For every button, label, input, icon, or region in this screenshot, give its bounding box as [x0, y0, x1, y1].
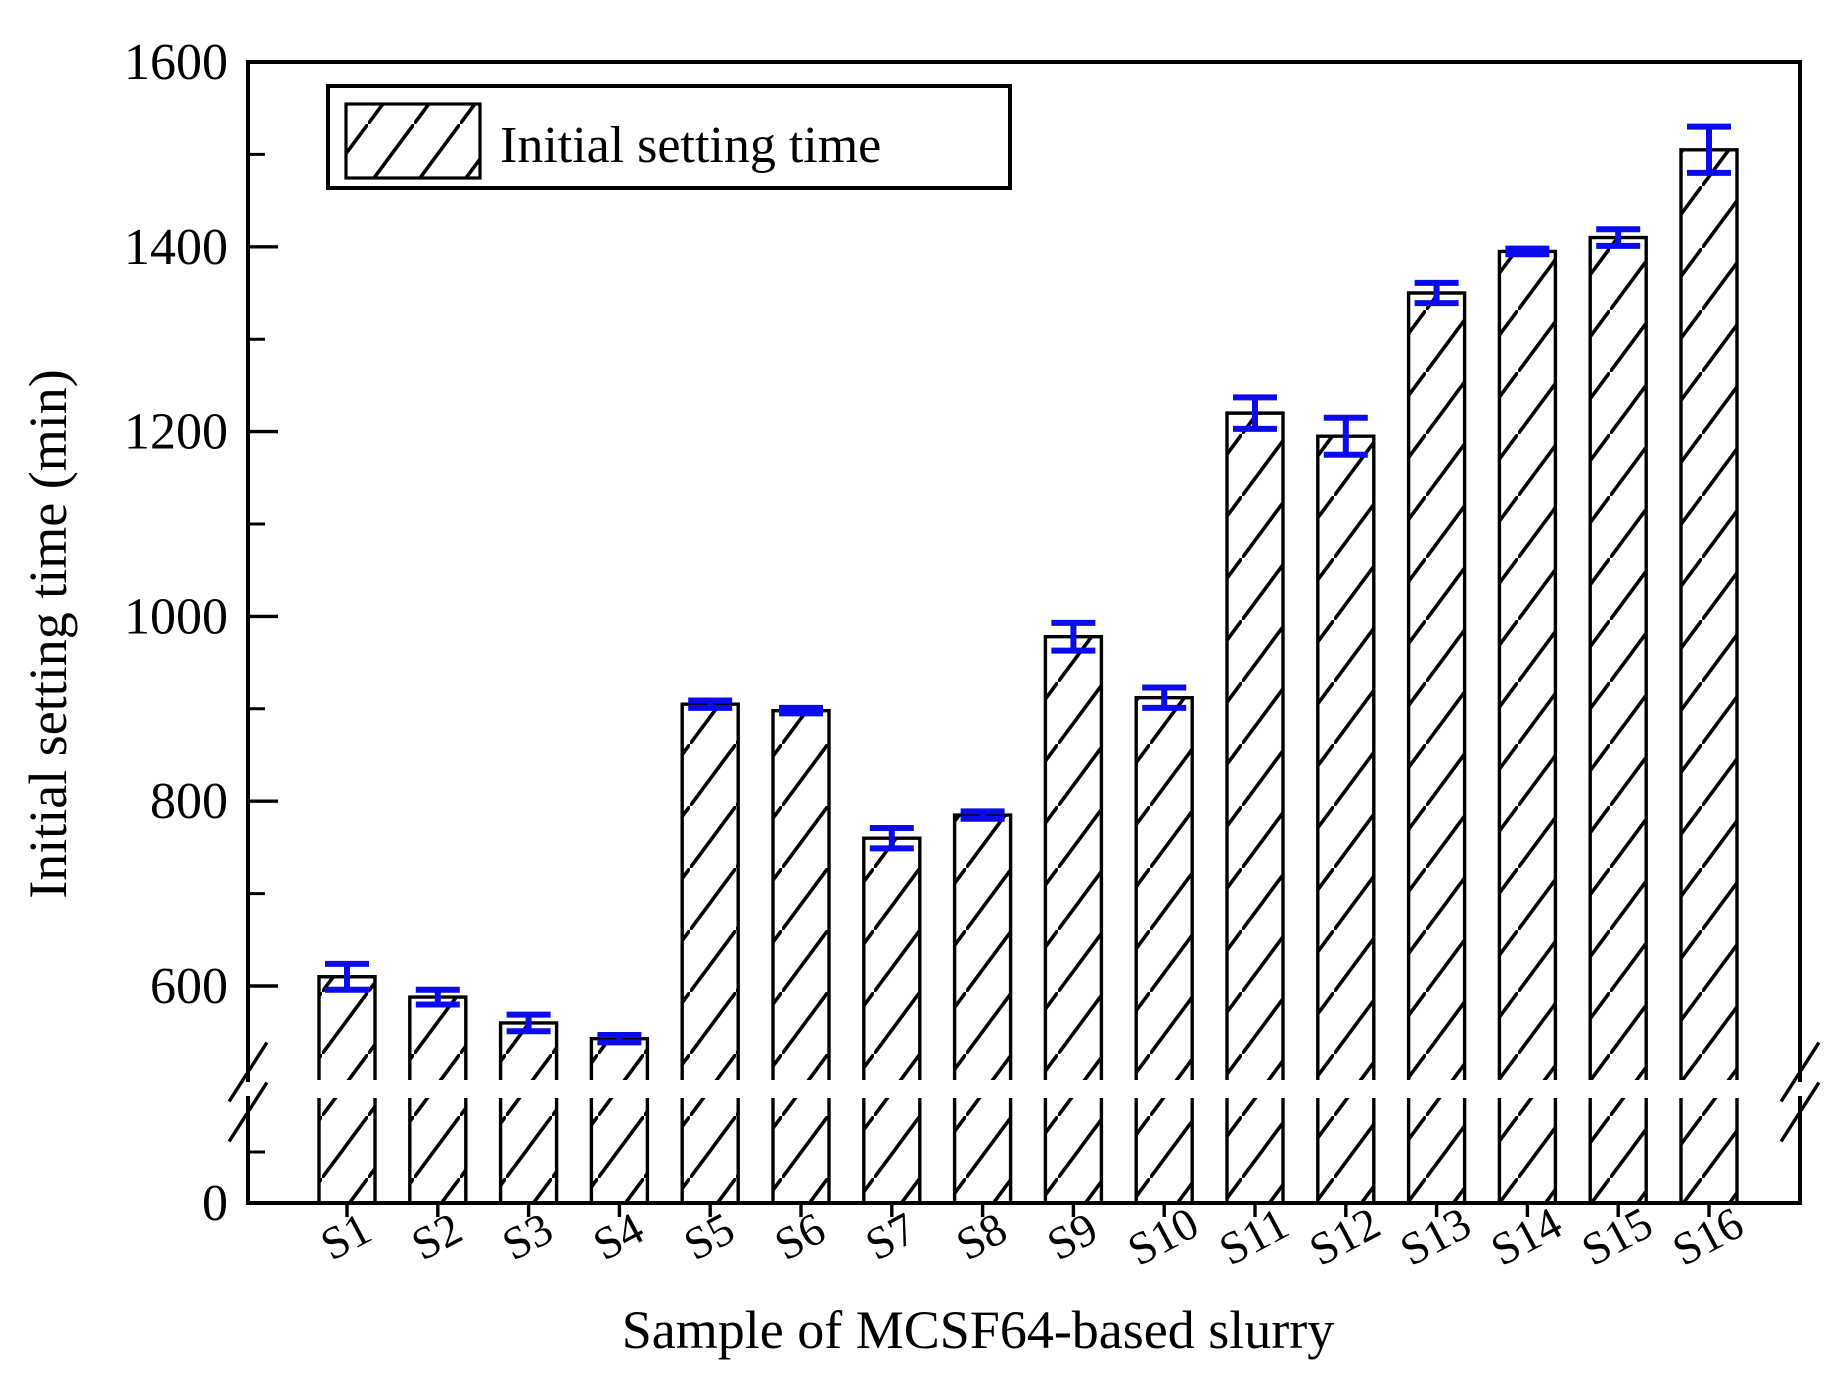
error-bar-S3 — [506, 1011, 551, 1035]
error-bar-S12 — [1323, 414, 1368, 458]
bar-S2 — [408, 995, 468, 1203]
error-bar-S16 — [1687, 123, 1731, 176]
error-bar-S9 — [1051, 619, 1096, 654]
bar-S9 — [1043, 635, 1104, 1203]
legend: Initial setting time — [326, 84, 1012, 190]
axis-break-mark — [1779, 1081, 1821, 1143]
x-axis-title: Sample of MCSF64-based slurry — [622, 1300, 1334, 1360]
y-tick-label-800: 800 — [150, 773, 228, 830]
bar-S13 — [1406, 291, 1467, 1203]
y-tick-label-600: 600 — [150, 958, 228, 1015]
bar-S7 — [862, 836, 922, 1203]
error-bar-S13 — [1414, 279, 1459, 307]
error-bar-S6 — [779, 704, 823, 717]
bars-group — [317, 123, 1739, 1203]
error-bar-S10 — [1142, 684, 1187, 711]
legend-hatch-swatch — [344, 102, 482, 180]
axis-break-mark — [227, 1081, 269, 1143]
bar-S3 — [498, 1021, 559, 1203]
y-tick-label-1600: 1600 — [124, 34, 228, 91]
bar-S6 — [771, 708, 831, 1203]
y-tick-label-1000: 1000 — [124, 588, 228, 645]
axis-break-mark — [227, 1041, 269, 1103]
bar-S10 — [1134, 696, 1194, 1203]
bar-S4 — [589, 1036, 650, 1203]
bar-S16 — [1679, 148, 1739, 1203]
bar-S11 — [1225, 411, 1285, 1203]
error-bar-S7 — [869, 824, 914, 852]
y-tick-label-zero: 0 — [202, 1175, 228, 1232]
y-tick-label-1400: 1400 — [124, 219, 228, 276]
axis-break-mark — [1779, 1041, 1821, 1103]
error-bar-S11 — [1233, 394, 1277, 432]
error-bar-S8 — [960, 808, 1005, 822]
error-bar-S15 — [1596, 226, 1641, 249]
axes-frame — [227, 60, 1821, 1205]
y-axis-title: Initial setting time (min) — [18, 369, 78, 898]
y-tick-label-1200: 1200 — [124, 404, 228, 461]
error-bar-S4 — [597, 1031, 642, 1046]
error-bar-S5 — [688, 697, 733, 711]
bar-S14 — [1497, 249, 1558, 1203]
bar-S1 — [317, 975, 377, 1203]
error-bar-S1 — [325, 960, 369, 993]
bar-S15 — [1588, 235, 1648, 1203]
bar-S5 — [680, 702, 740, 1203]
legend-label: Initial setting time — [500, 117, 881, 174]
bar-S8 — [952, 813, 1013, 1203]
error-bar-S2 — [415, 986, 460, 1008]
axis-ticks — [248, 60, 1711, 1217]
error-bar-S14 — [1505, 245, 1550, 258]
